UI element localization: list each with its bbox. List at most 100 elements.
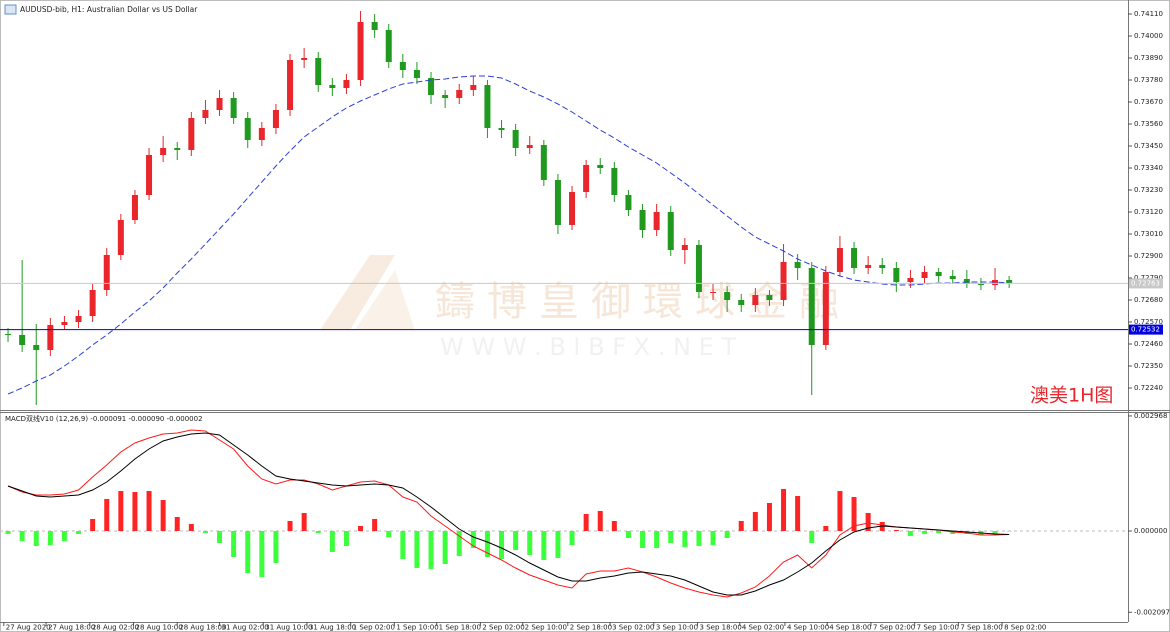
candle-body — [244, 118, 251, 140]
x-tick-label: 3 Sep 02:00 — [612, 624, 654, 632]
candle-body — [230, 98, 237, 118]
watermark-logo — [355, 270, 415, 330]
histogram-bar — [597, 510, 603, 531]
candle-body — [428, 78, 435, 95]
y-tick-label: 0.72460 — [1134, 340, 1163, 348]
candle-body — [611, 168, 618, 195]
x-tick-label: 4 Sep 18:00 — [829, 624, 871, 632]
candle-body — [301, 58, 308, 60]
candle-body — [653, 212, 660, 230]
x-tick-label: 28 Aug 10:00 — [136, 624, 183, 632]
histogram-bar — [47, 530, 53, 545]
histogram-bar — [273, 530, 279, 564]
candle-body — [752, 295, 759, 305]
candle-body — [1006, 280, 1013, 284]
histogram-bar — [245, 530, 251, 574]
y-tick-label: 0.72350 — [1134, 362, 1163, 370]
candle-body — [357, 22, 364, 80]
histogram-bar — [61, 530, 67, 541]
candle-body — [89, 290, 96, 316]
histogram-bar — [104, 498, 110, 531]
candle-body — [484, 85, 491, 128]
histogram-bar — [76, 530, 82, 534]
candle-body — [766, 295, 773, 300]
histogram-bar — [470, 530, 476, 549]
moving-average — [7, 75, 1010, 395]
candle-body — [667, 212, 674, 250]
x-tick-label: 2 Sep 02:00 — [482, 624, 524, 632]
histogram-bar — [851, 497, 857, 531]
candle-body — [174, 148, 181, 150]
histogram-bar — [202, 530, 208, 534]
candle-body — [216, 98, 223, 110]
candle-body — [949, 276, 956, 279]
candle-body — [808, 268, 815, 345]
candle-body — [329, 85, 336, 88]
candle-body — [780, 262, 787, 300]
histogram-bar — [329, 530, 335, 552]
candle-body — [639, 210, 646, 230]
candle-body — [75, 316, 82, 322]
price-label-box — [1129, 278, 1163, 289]
x-tick-label: 2 Sep 18:00 — [570, 624, 612, 632]
histogram-bar — [513, 530, 519, 550]
y-tick-label: 0.73450 — [1134, 142, 1163, 150]
x-tick-label: 28 Aug 02:00 — [92, 624, 139, 632]
x-tick-label: 7 Sep 10:00 — [917, 624, 959, 632]
candle-body — [117, 220, 124, 255]
histogram-bar — [301, 513, 307, 531]
histogram-bar — [766, 503, 772, 531]
candle-body — [33, 345, 40, 350]
histogram-bar — [160, 499, 166, 531]
candle-body — [47, 325, 54, 350]
histogram-bar — [442, 530, 448, 564]
histogram-bar — [710, 530, 716, 545]
histogram-bar — [696, 530, 702, 546]
histogram-bar — [781, 488, 787, 531]
histogram-bar — [118, 490, 124, 531]
candle-body — [583, 165, 590, 192]
histogram-bar — [456, 530, 462, 556]
histogram-bar — [400, 530, 406, 559]
histogram-bar — [132, 492, 138, 531]
histogram-bar — [527, 530, 533, 555]
y-tick-label: 0.74110 — [1134, 10, 1163, 18]
candle-body — [287, 60, 294, 110]
candle-body — [738, 300, 745, 305]
candle-body — [794, 262, 801, 268]
histogram-bar — [922, 530, 928, 534]
candle-body — [131, 195, 138, 220]
x-tick-label: 2 Sep 10:00 — [525, 624, 567, 632]
histogram-bar — [315, 530, 321, 534]
candle-body — [526, 145, 533, 148]
candle-body — [202, 110, 209, 118]
candle-body — [442, 95, 449, 98]
candle-body — [61, 322, 68, 325]
y-tick-label: 0.73340 — [1134, 164, 1163, 172]
histogram-bar — [654, 530, 660, 549]
y-tick-label: 0.000000 — [1134, 527, 1167, 535]
candle-body — [569, 192, 576, 225]
candle-body — [103, 255, 110, 290]
chart-title: AUDUSD-bib, H1: Australian Dollar vs US … — [20, 5, 198, 14]
candle-body — [597, 165, 604, 168]
histogram-bar — [343, 530, 349, 546]
candle-body — [258, 128, 265, 140]
x-tick-label: 3 Sep 10:00 — [656, 624, 698, 632]
indicator-line — [7, 429, 1010, 598]
y-tick-label: 0.72570 — [1134, 318, 1163, 326]
x-tick-label: 27 Aug 2020 — [6, 624, 51, 632]
candle-body — [893, 268, 900, 282]
x-tick-label: 31 Aug 10:00 — [265, 624, 312, 632]
histogram-bar — [33, 530, 39, 546]
x-tick-label: 4 Sep 02:00 — [742, 624, 784, 632]
price-label: 0.72763 — [1131, 279, 1160, 287]
x-tick-label: 1 Sep 10:00 — [396, 624, 438, 632]
x-tick-label: 31 Aug 18:00 — [309, 624, 356, 632]
histogram-bar — [541, 530, 547, 560]
candle-body — [399, 62, 406, 70]
histogram-bar — [809, 530, 815, 544]
symbol-icon — [4, 4, 17, 15]
